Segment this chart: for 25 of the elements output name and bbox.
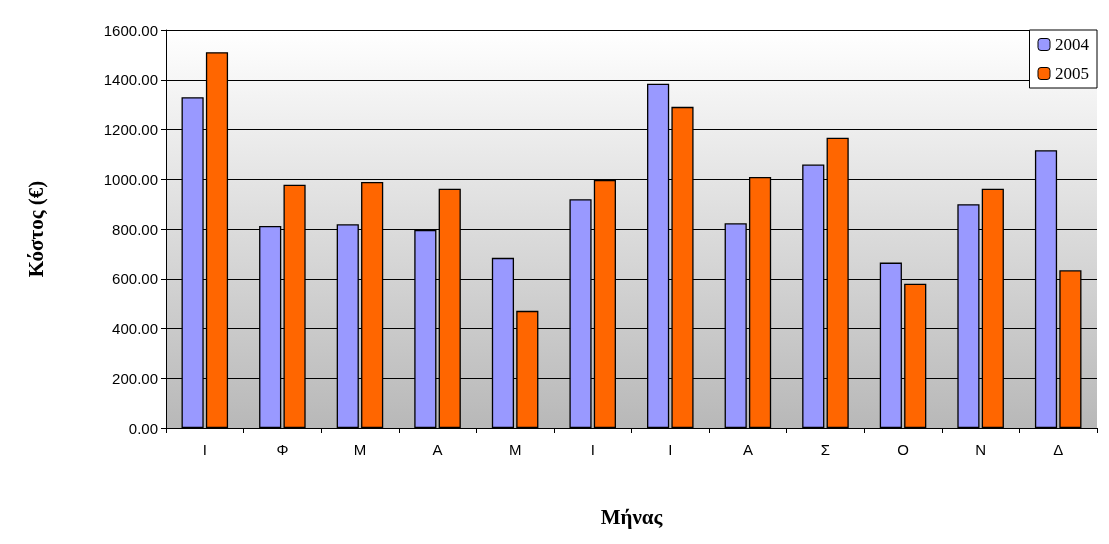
y-axis-title: Κόστος (€) — [23, 180, 48, 278]
x-tick-label: Ι — [202, 441, 207, 458]
x-tick-label: Α — [432, 441, 443, 458]
y-tick-label: 800.00 — [112, 220, 158, 238]
y-tick-label: 400.00 — [112, 320, 158, 337]
x-tick-label: Μ — [508, 441, 522, 458]
x-tick-label: Φ — [276, 441, 289, 458]
y-tick-label: 1000.00 — [103, 170, 158, 188]
legend-label: 2005 — [1055, 64, 1089, 83]
y-tick-label: 0.00 — [128, 419, 158, 437]
x-tick-label: Ι — [590, 441, 595, 458]
x-tick-label: Ι — [668, 441, 673, 458]
x-tick-label: Σ — [820, 441, 831, 458]
x-tick-label: Μ — [353, 441, 367, 458]
y-tick-label: 600.00 — [112, 270, 158, 288]
y-tick-label: 1400.00 — [103, 71, 158, 89]
x-axis-title: Μήνας — [600, 504, 664, 529]
x-tick-label: Δ — [1053, 441, 1064, 458]
y-tick-label: 200.00 — [112, 369, 158, 387]
x-tick-label: Ν — [975, 441, 987, 458]
y-tick-label: 1600.00 — [103, 21, 158, 39]
x-tick-label: Ο — [897, 441, 909, 458]
y-tick-label: 1200.00 — [103, 121, 158, 138]
legend-label: 2004 — [1055, 35, 1090, 54]
x-tick-label: Α — [742, 441, 753, 458]
